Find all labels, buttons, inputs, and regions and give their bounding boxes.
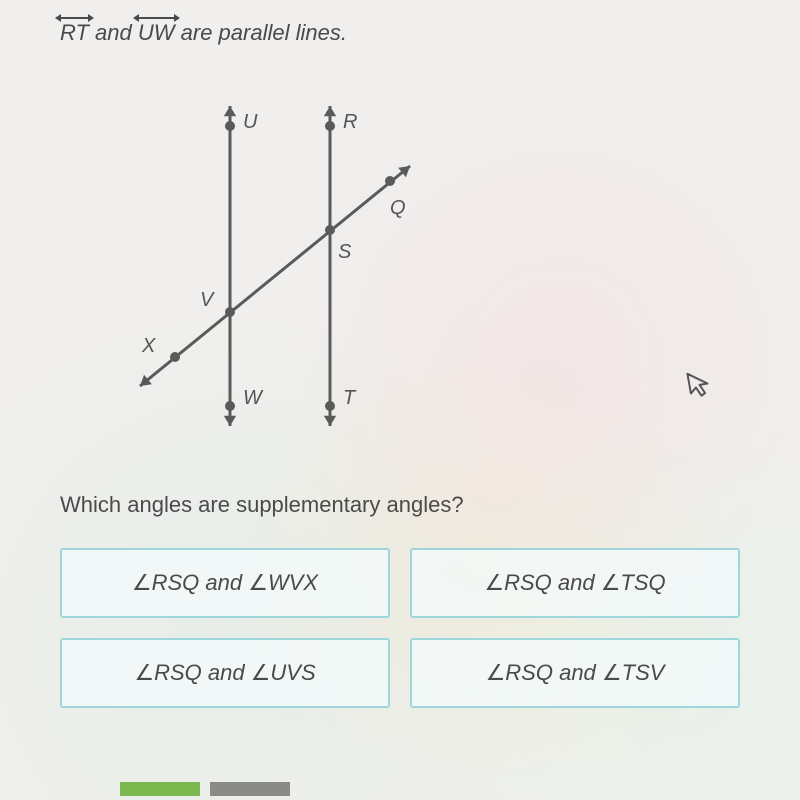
svg-text:V: V (200, 289, 215, 311)
progress-segment-gray (210, 782, 290, 796)
svg-text:R: R (343, 111, 357, 133)
svg-text:T: T (343, 387, 357, 409)
svg-text:W: W (243, 387, 264, 409)
geometry-diagram: U R Q S V X W T (80, 66, 440, 446)
line-symbol-rt: RT (60, 20, 89, 46)
option-d[interactable]: ∠RSQ and ∠TSV (410, 638, 740, 708)
svg-text:S: S (338, 241, 352, 263)
answer-options: ∠RSQ and ∠WVX ∠RSQ and ∠TSQ ∠RSQ and ∠UV… (60, 548, 740, 708)
option-c[interactable]: ∠RSQ and ∠UVS (60, 638, 390, 708)
option-b[interactable]: ∠RSQ and ∠TSQ (410, 548, 740, 618)
svg-text:Q: Q (390, 197, 406, 219)
option-a[interactable]: ∠RSQ and ∠WVX (60, 548, 390, 618)
question-text: Which angles are supplementary angles? (60, 492, 740, 518)
problem-statement: RT and UW are parallel lines. (60, 20, 740, 46)
progress-segment-green (120, 782, 200, 796)
line-symbol-uw: UW (138, 20, 175, 46)
svg-text:U: U (243, 111, 258, 133)
svg-text:X: X (141, 335, 156, 357)
